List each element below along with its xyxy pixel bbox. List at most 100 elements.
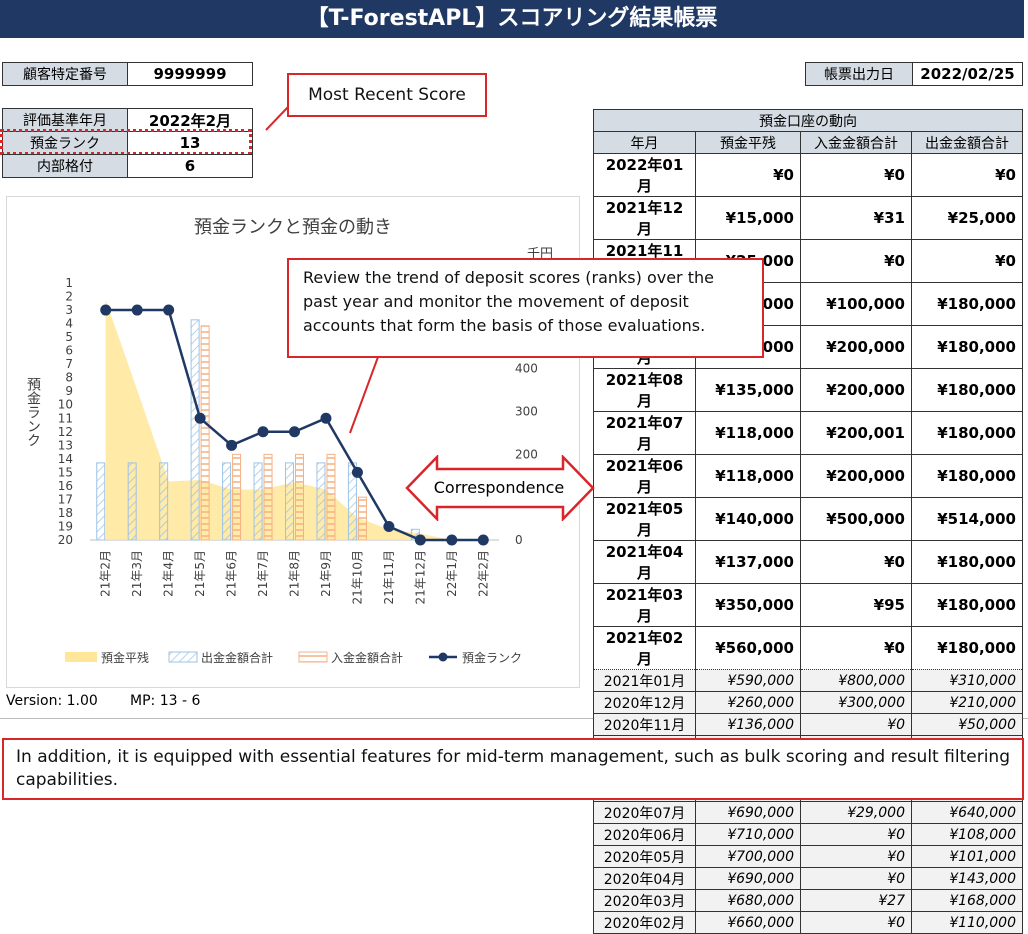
table-cell-amount: ¥700,000	[695, 845, 801, 868]
features-note: In addition, it is equipped with essenti…	[2, 738, 1024, 800]
table-cell-amount: ¥0	[800, 867, 912, 890]
correspondence-label: Correspondence	[433, 478, 565, 497]
table-cell-amount: ¥0	[800, 626, 912, 670]
rank-highlight	[0, 129, 252, 155]
table-row: 2021年02月 ¥560,000 ¥0 ¥180,000	[593, 626, 1024, 670]
rank-point	[477, 534, 489, 546]
table-cell-amount: ¥135,000	[695, 368, 801, 412]
table-cell-amount: ¥108,000	[910, 823, 1024, 846]
table-cell-month: 2020年04月	[593, 867, 696, 890]
table-row: 2020年07月 ¥690,000 ¥29,000 ¥640,000	[593, 801, 1024, 824]
rank-tick-label: 8	[65, 371, 73, 385]
category-label: 21年5月	[193, 550, 207, 597]
table-row: 2021年12月 ¥15,000 ¥31 ¥25,000	[593, 196, 1024, 240]
table-cell-amount: ¥0	[800, 911, 912, 934]
most-recent-score-callout: Most Recent Score	[287, 73, 487, 117]
table-cell-amount: ¥180,000	[910, 282, 1024, 326]
version-text: Version: 1.00	[6, 693, 98, 709]
table-row: 2021年06月 ¥118,000 ¥200,000 ¥180,000	[593, 454, 1024, 498]
rank-tick-label: 6	[65, 344, 73, 358]
table-cell-amount: ¥180,000	[910, 540, 1024, 584]
table-cell-amount: ¥310,000	[910, 669, 1024, 692]
deposit-bar	[200, 325, 210, 541]
table-cell-amount: ¥0	[800, 239, 912, 283]
legend-withdraw-swatch	[168, 651, 198, 663]
rank-tick-label: 20	[58, 533, 73, 547]
table-cell-amount: ¥690,000	[695, 801, 801, 824]
table-cell-amount: ¥27	[800, 889, 912, 912]
rank-tick-label: 19	[58, 519, 73, 533]
base-month-label: 評価基準年月	[2, 108, 128, 132]
table-cell-month: 2020年02月	[593, 911, 696, 934]
legend-rank-label: 預金ランク	[462, 650, 522, 665]
deposit-bar	[232, 453, 242, 541]
table-row: 2020年02月 ¥660,000 ¥0 ¥110,000	[593, 911, 1024, 934]
table-row: 2021年07月 ¥118,000 ¥200,001 ¥180,000	[593, 411, 1024, 455]
output-date-label: 帳票出力日	[805, 62, 913, 86]
category-label: 21年7月	[256, 550, 270, 597]
deposit-bar	[295, 453, 304, 541]
table-header-cell: 入金金額合計	[800, 131, 912, 154]
table-cell-amount: ¥29,000	[800, 801, 912, 824]
correspondence-arrow	[405, 455, 595, 521]
rank-point	[131, 304, 143, 316]
customer-id-value: 9999999	[127, 62, 253, 86]
table-cell-amount: ¥350,000	[695, 583, 801, 627]
withdraw-bar	[285, 462, 294, 541]
category-label: 21年8月	[288, 550, 302, 597]
internal-rating-value: 6	[127, 154, 253, 178]
table-cell-month: 2020年03月	[593, 889, 696, 912]
rank-tick-label: 15	[58, 465, 73, 479]
rank-point	[100, 304, 112, 316]
output-date-value: 2022/02/25	[912, 62, 1023, 86]
table-cell-month: 2021年01月	[593, 669, 696, 692]
withdraw-bar	[190, 319, 200, 541]
amount-tick-label: 0	[515, 533, 523, 547]
table-cell-amount: ¥180,000	[910, 368, 1024, 412]
table-cell-month: 2022年01月	[593, 153, 696, 197]
rank-tick-label: 18	[58, 506, 73, 520]
table-row: 2021年05月 ¥140,000 ¥500,000 ¥514,000	[593, 497, 1024, 541]
category-label: 21年9月	[319, 550, 333, 597]
table-cell-amount: ¥31	[800, 196, 912, 240]
legend-rank-marker	[438, 652, 448, 662]
table-cell-amount: ¥0	[910, 153, 1024, 197]
table-cell-amount: ¥50,000	[910, 713, 1024, 736]
rank-point	[257, 426, 269, 438]
category-label: 21年11月	[382, 550, 396, 605]
withdraw-bar	[96, 462, 106, 541]
table-cell-amount: ¥710,000	[695, 823, 801, 846]
rank-point	[446, 534, 458, 546]
deposit-bar	[263, 453, 273, 541]
table-cell-amount: ¥180,000	[910, 583, 1024, 627]
table-cell-amount: ¥800,000	[800, 669, 912, 692]
table-cell-month: 2021年03月	[593, 583, 696, 627]
deposit-rank-label: 預金ランク	[2, 131, 128, 155]
deposit-bar	[357, 496, 367, 541]
report-title: 【T-ForestAPL】スコアリング結果帳票	[0, 0, 1024, 38]
table-cell-amount: ¥640,000	[910, 801, 1024, 824]
table-cell-amount: ¥0	[695, 153, 801, 197]
table-cell-amount: ¥560,000	[695, 626, 801, 670]
rank-point	[414, 534, 426, 546]
category-label: 21年2月	[99, 550, 113, 597]
rank-point	[226, 439, 238, 451]
withdraw-bar	[159, 462, 169, 541]
rank-tick-label: 12	[58, 425, 73, 439]
table-cell-amount: ¥0	[800, 153, 912, 197]
deposit-bar	[326, 453, 336, 541]
table-cell-amount: ¥110,000	[910, 911, 1024, 934]
rank-point	[289, 426, 300, 438]
rank-tick-label: 13	[58, 438, 73, 452]
recent-callout-pointer	[265, 106, 289, 131]
table-cell-amount: ¥660,000	[695, 911, 801, 934]
rank-tick-label: 7	[65, 357, 73, 371]
table-cell-month: 2021年07月	[593, 411, 696, 455]
table-row: 2021年03月 ¥350,000 ¥95 ¥180,000	[593, 583, 1024, 627]
trend-callout-pointer	[349, 356, 379, 434]
table-row: 2021年04月 ¥137,000 ¥0 ¥180,000	[593, 540, 1024, 584]
legend-balance-swatch	[65, 652, 97, 662]
table-header-row: 年月 預金平残 入金金額合計 出金金額合計	[593, 131, 1024, 154]
rank-tick-label: 14	[58, 452, 73, 466]
